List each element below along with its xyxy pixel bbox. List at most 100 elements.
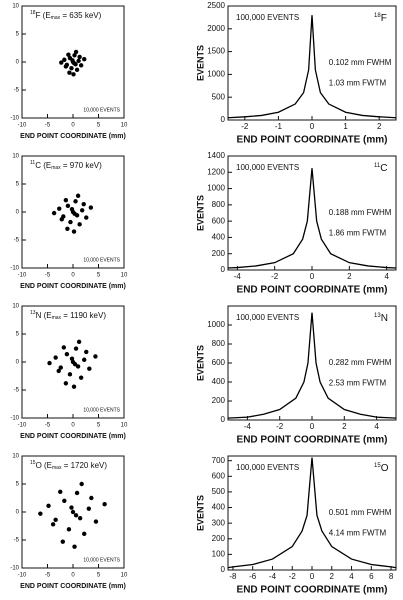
scatter-point bbox=[77, 222, 82, 227]
subscript: max bbox=[51, 165, 61, 171]
x-tick-label: -8 bbox=[229, 572, 237, 581]
y-tick-label: 300 bbox=[212, 518, 226, 527]
x-tick-label: 0 bbox=[310, 422, 315, 431]
x-axis-label: END POINT COORDINATE (mm) bbox=[237, 585, 388, 596]
scatter-point bbox=[73, 49, 79, 55]
x-tick-label: 2 bbox=[347, 272, 352, 281]
x-tick-label: 10 bbox=[121, 573, 128, 579]
y-tick-label: 600 bbox=[212, 471, 226, 480]
mass-number: 11 bbox=[374, 163, 381, 169]
scatter-point bbox=[53, 517, 58, 523]
scatter-point bbox=[69, 505, 74, 510]
y-tick-label: 1000 bbox=[207, 70, 225, 79]
y-tick-label: 400 bbox=[212, 503, 226, 512]
x-tick-label: -10 bbox=[18, 123, 27, 129]
mass-number: 15 bbox=[30, 460, 36, 466]
panel-title: 18F (Emax = 635 keV) bbox=[30, 10, 102, 21]
histogram-line bbox=[227, 457, 397, 569]
y-tick-label: -5 bbox=[14, 238, 20, 244]
y-tick-label: 0 bbox=[221, 265, 226, 274]
y-tick-label: 700 bbox=[212, 456, 226, 465]
scatter-point bbox=[63, 198, 69, 203]
y-tick-label: 1500 bbox=[207, 47, 225, 56]
scatter-point bbox=[69, 356, 75, 361]
x-tick-label: 0 bbox=[71, 123, 75, 129]
scatter-point bbox=[38, 511, 43, 516]
y-tick-label: -5 bbox=[14, 538, 20, 544]
scatter-point bbox=[72, 362, 78, 367]
panel-title: 15O (Emax = 1720 keV) bbox=[30, 460, 107, 471]
fwtm-label: 1.86 mm FWTM bbox=[329, 229, 387, 238]
scatter-point bbox=[73, 199, 78, 204]
histogram-line bbox=[227, 168, 397, 269]
scatter-point bbox=[59, 60, 64, 65]
fwtm-label: 1.03 mm FWTM bbox=[329, 79, 387, 88]
x-tick-label: 0 bbox=[310, 572, 315, 581]
x-tick-label: -2 bbox=[271, 272, 279, 281]
scatter-point bbox=[102, 501, 107, 507]
element: N (E bbox=[36, 311, 52, 320]
x-tick-label: -5 bbox=[45, 423, 51, 429]
x-tick-label: 0 bbox=[71, 573, 75, 579]
scatter-point bbox=[46, 503, 51, 509]
scatter-point bbox=[79, 481, 84, 487]
scatter-point bbox=[62, 498, 67, 503]
subscript: max bbox=[52, 315, 62, 321]
scatter-point bbox=[71, 229, 77, 234]
y-tick-label: -10 bbox=[10, 116, 19, 122]
x-tick-label: 5 bbox=[97, 423, 101, 429]
fwhm-label: 0.102 mm FWHM bbox=[329, 58, 392, 67]
element: N bbox=[381, 313, 388, 324]
scatter-point bbox=[87, 366, 92, 371]
scatter-point bbox=[75, 193, 81, 198]
subscript: max bbox=[51, 15, 61, 21]
x-axis-label: END POINT COORDINATE (mm) bbox=[237, 285, 388, 296]
y-tick-label: 1000 bbox=[207, 184, 225, 193]
x-tick-label: 10 bbox=[121, 423, 128, 429]
scatter-point bbox=[63, 64, 69, 69]
y-tick-label: 1400 bbox=[207, 151, 225, 160]
y-tick-label: -5 bbox=[14, 88, 20, 94]
scatter-point bbox=[67, 70, 72, 75]
element: O (E bbox=[36, 461, 52, 470]
fwhm-label: 0.188 mm FWHM bbox=[329, 208, 392, 217]
scatter-point bbox=[65, 226, 70, 231]
x-tick-label: -1 bbox=[275, 122, 283, 131]
mass-number: 15 bbox=[374, 463, 381, 469]
scatter-point bbox=[50, 522, 56, 527]
y-tick-label: 500 bbox=[212, 487, 226, 496]
isotope-label: 15O bbox=[374, 463, 389, 474]
x-tick-label: -5 bbox=[45, 573, 51, 579]
y-tick-label: 200 bbox=[212, 249, 226, 258]
scatter-point bbox=[69, 207, 75, 212]
x-tick-label: 2 bbox=[342, 422, 347, 431]
y-tick-label: 400 bbox=[212, 377, 226, 386]
fwtm-label: 4.14 mm FWTM bbox=[329, 529, 387, 538]
mass-number: 18 bbox=[30, 10, 36, 16]
scatter-point bbox=[79, 208, 85, 213]
scatter-point bbox=[82, 357, 87, 362]
y-tick-label: 500 bbox=[212, 92, 226, 101]
element: C (E bbox=[35, 161, 51, 170]
x-axis-label: END POINT COORDINATE (mm) bbox=[20, 283, 126, 290]
y-axis-label: EVENTS bbox=[195, 45, 205, 81]
x-tick-label: 5 bbox=[97, 273, 101, 279]
histogram-line bbox=[227, 312, 397, 419]
y-tick-label: 100 bbox=[212, 549, 226, 558]
y-tick-label: 400 bbox=[212, 233, 226, 242]
energy: = 1190 keV) bbox=[61, 311, 106, 320]
scatter-point bbox=[59, 217, 64, 222]
x-axis-label: END POINT COORDINATE (mm) bbox=[20, 583, 126, 590]
y-tick-label: -10 bbox=[10, 416, 19, 422]
x-axis-label: END POINT COORDINATE (mm) bbox=[237, 435, 388, 446]
scatter-point bbox=[72, 53, 77, 58]
scatter-point bbox=[77, 54, 82, 60]
energy: = 1720 keV) bbox=[61, 461, 107, 470]
x-tick-label: 0 bbox=[71, 423, 75, 429]
events-label: 10,000 EVENTS bbox=[83, 407, 120, 413]
x-tick-label: -4 bbox=[244, 422, 252, 431]
x-tick-label: -5 bbox=[45, 273, 51, 279]
scatter-point bbox=[77, 515, 83, 521]
y-tick-label: -10 bbox=[10, 266, 19, 272]
scatter-point bbox=[73, 513, 79, 518]
